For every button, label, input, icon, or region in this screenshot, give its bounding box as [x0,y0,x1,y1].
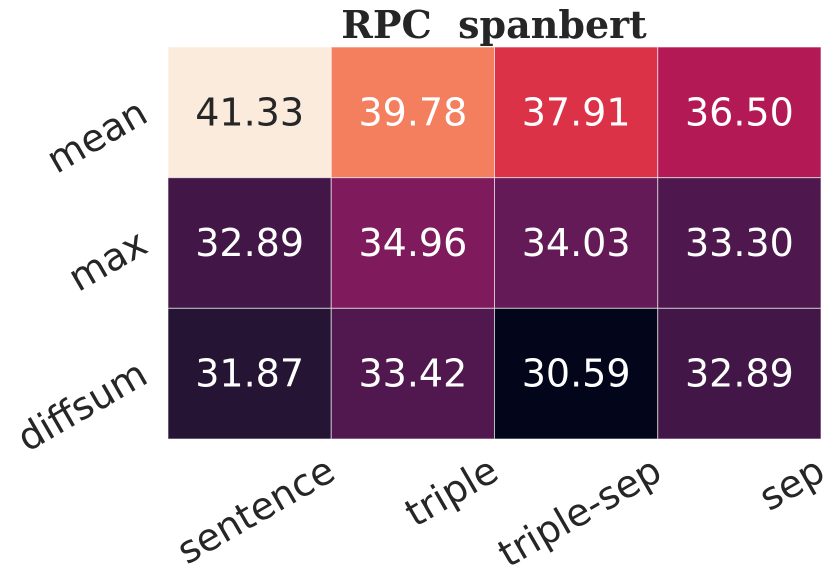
heatmap-cell [330,177,495,309]
cell-value-label: 36.50 [685,90,794,134]
column-tick-label: triple-sep [491,448,669,576]
cell-value-label: 33.42 [358,352,467,396]
column-tick-label: sep [752,448,831,520]
heatmap-cell [167,177,332,309]
cell-value-label: 32.89 [685,352,794,396]
cell-value-label: 39.78 [358,90,467,134]
cell-value-label: 32.89 [195,221,304,265]
chart-title: RPC spanbert [341,2,647,47]
heatmap-cell [330,307,495,440]
heatmap-cells: 41.33 39.78 37.91 36.50 32.89 34.96 34.03 33.30… [167,46,822,440]
heatmap-cell [167,307,332,440]
heatmap-cell [494,177,659,309]
row-tick-label: diffsum [10,351,155,460]
cell-value-label: 34.03 [522,221,631,265]
cell-value-label: 33.30 [685,221,794,265]
heatmap-cell [657,46,822,179]
row-tick-label: max [61,221,155,301]
heatmap-cell [494,46,659,179]
cell-value-label: 30.59 [522,352,631,396]
row-tick-labels: mean max diffsum [10,90,155,460]
cell-value-label: 34.96 [358,221,467,265]
column-tick-label: sentence [170,448,343,573]
cell-value-label: 37.91 [522,90,631,134]
row-tick-label: mean [39,90,154,182]
cell-value-label: 31.87 [195,352,304,396]
heatmap-cell [330,46,495,179]
column-tick-label: triple [398,448,506,536]
heatmap-cell [657,307,822,440]
heatmap-cell [657,177,822,309]
cell-value-label: 41.33 [195,90,304,134]
heatmap-cell [167,46,332,179]
